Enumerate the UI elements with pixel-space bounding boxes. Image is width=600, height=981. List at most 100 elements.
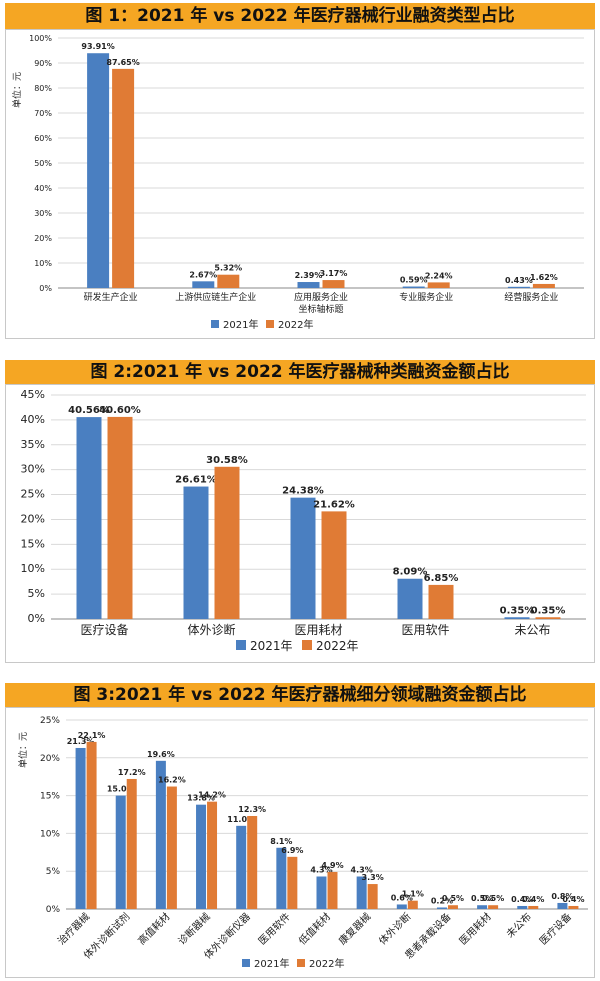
data-label: 0.35% <box>500 605 535 616</box>
y-tick-label: 90% <box>34 59 52 68</box>
data-label: 2.39% <box>295 271 323 280</box>
legend-label-2022: 2022年 <box>278 318 313 331</box>
bar-2021 <box>356 876 367 909</box>
y-tick-label: 80% <box>34 84 52 93</box>
data-label: 0.6% <box>391 893 413 902</box>
data-label: 22.1% <box>78 731 106 740</box>
data-label: 15.0% <box>107 785 135 794</box>
chart3-panel: 0% 5% 10% 15% 20% 25% 单位：元 21.3% 22.1% 治疗器械 15.0% 1… <box>5 707 595 978</box>
y-tick-label: 20% <box>40 754 60 764</box>
data-label: 40.56% <box>68 405 110 416</box>
bar-2022 <box>427 282 450 288</box>
bar-2022 <box>321 511 347 619</box>
bar-2022 <box>322 280 345 288</box>
bar-2021 <box>507 286 530 288</box>
data-label: 4.3% <box>351 865 373 874</box>
x-category-label: 医用软件 <box>255 910 292 947</box>
bar-2021 <box>76 417 102 619</box>
legend-swatch-2021 <box>236 640 246 650</box>
y-tick-label: 70% <box>34 109 52 118</box>
bar-2021 <box>397 578 423 619</box>
x-category-label: 医疗设备 <box>537 910 574 947</box>
data-label: 0.8% <box>551 892 573 901</box>
data-label: 0.5% <box>482 894 504 903</box>
x-category-label: 诊断器械 <box>175 910 212 947</box>
data-label: 0.35% <box>531 605 566 616</box>
x-category-label: 康复器械 <box>336 910 373 947</box>
data-label: 0.2% <box>431 896 453 905</box>
data-label: 13.8% <box>187 794 215 803</box>
bar-2021 <box>557 902 568 909</box>
bar-2021 <box>517 905 528 909</box>
bar-2021 <box>297 282 320 288</box>
bar-2021 <box>436 907 447 909</box>
y-tick-label: 30% <box>21 463 45 476</box>
y-tick-label: 25% <box>40 716 60 726</box>
y-tick-label: 30% <box>34 209 52 218</box>
chart1-panel: 0% 10% 20% 30% 40% 50% 60% 70% 80% 90% 100% 单位：元 93.… <box>5 29 595 339</box>
bar-2021 <box>504 617 530 619</box>
y-tick-label: 100% <box>29 34 52 43</box>
legend-label-2022: 2022年 <box>309 957 344 970</box>
y-tick-label: 5% <box>46 867 61 877</box>
bar-2022 <box>535 617 561 619</box>
y-tick-label: 15% <box>40 792 60 802</box>
y-tick-label: 50% <box>34 159 52 168</box>
y-axis-title: 单位：元 <box>17 732 29 768</box>
y-tick-label: 40% <box>21 413 45 426</box>
data-label: 6.85% <box>424 573 459 584</box>
x-category-label: 体外诊断 <box>187 622 235 637</box>
data-label: 21.62% <box>313 499 355 510</box>
data-label: 11.0% <box>227 815 255 824</box>
bar-2022 <box>214 466 240 619</box>
bar-2021 <box>236 825 247 909</box>
y-tick-label: 10% <box>34 259 52 268</box>
data-label: 1.62% <box>530 273 558 282</box>
bar-2022 <box>247 816 258 909</box>
data-label: 0.4% <box>511 895 533 904</box>
data-label: 26.61% <box>175 475 217 486</box>
bar-2022 <box>447 905 458 909</box>
data-label: 8.09% <box>393 567 428 578</box>
x-category-label: 高值耗材 <box>135 910 172 947</box>
data-label: 93.91% <box>81 42 114 51</box>
chart1-plot: 0% 10% 20% 30% 40% 50% 60% 70% 80% 90% 100% 单位：元 93.… <box>11 34 584 331</box>
chart3-title: 图 3:2021 年 vs 2022 年医疗器械细分领域融资金额占比 <box>5 683 595 707</box>
bar-2022 <box>488 905 499 909</box>
data-label: 3.3% <box>362 873 384 882</box>
data-label: 2.24% <box>425 271 453 280</box>
data-label: 4.3% <box>310 865 332 874</box>
legend-label-2021: 2021年 <box>223 318 258 331</box>
bar-2021 <box>192 281 215 288</box>
y-axis-title: 单位：元 <box>11 72 23 108</box>
data-label: 8.1% <box>270 837 292 846</box>
bar-2021 <box>75 747 86 909</box>
y-tick-label: 0% <box>28 612 45 625</box>
data-label: 0.4% <box>522 895 544 904</box>
legend-label-2021: 2021年 <box>254 957 289 970</box>
x-category-label: 低值耗材 <box>296 910 333 947</box>
bar-2021 <box>155 760 166 909</box>
legend-swatch-2022 <box>266 320 274 328</box>
bar-2022 <box>367 884 378 909</box>
y-tick-label: 15% <box>21 537 45 550</box>
bar-2022 <box>568 905 579 909</box>
bar-2021 <box>87 53 110 288</box>
x-category-label: 医用耗材 <box>294 623 342 637</box>
chart2-plot: 0% 5% 10% 15% 20% 25% 30% 35% 40% 45% 40.56%40.60%… <box>21 388 586 653</box>
legend-swatch-2022 <box>297 959 305 967</box>
x-category-label: 应用服务企业 <box>294 291 348 303</box>
bar-2022 <box>86 741 97 909</box>
data-label: 30.58% <box>206 455 248 466</box>
data-label: 40.60% <box>99 405 141 416</box>
bar-2022 <box>217 274 240 288</box>
data-label: 87.65% <box>106 58 139 67</box>
chart1-title: 图 1：2021 年 vs 2022 年医疗器械行业融资类型占比 <box>5 3 595 29</box>
bar-2022 <box>166 786 177 909</box>
y-tick-label: 10% <box>21 562 45 575</box>
data-label: 3.17% <box>320 269 348 278</box>
x-category-label: 医用耗材 <box>456 910 493 947</box>
bar-2021 <box>115 795 126 909</box>
x-category-label: 专业服务企业 <box>399 291 453 303</box>
data-label: 16.2% <box>158 776 186 785</box>
